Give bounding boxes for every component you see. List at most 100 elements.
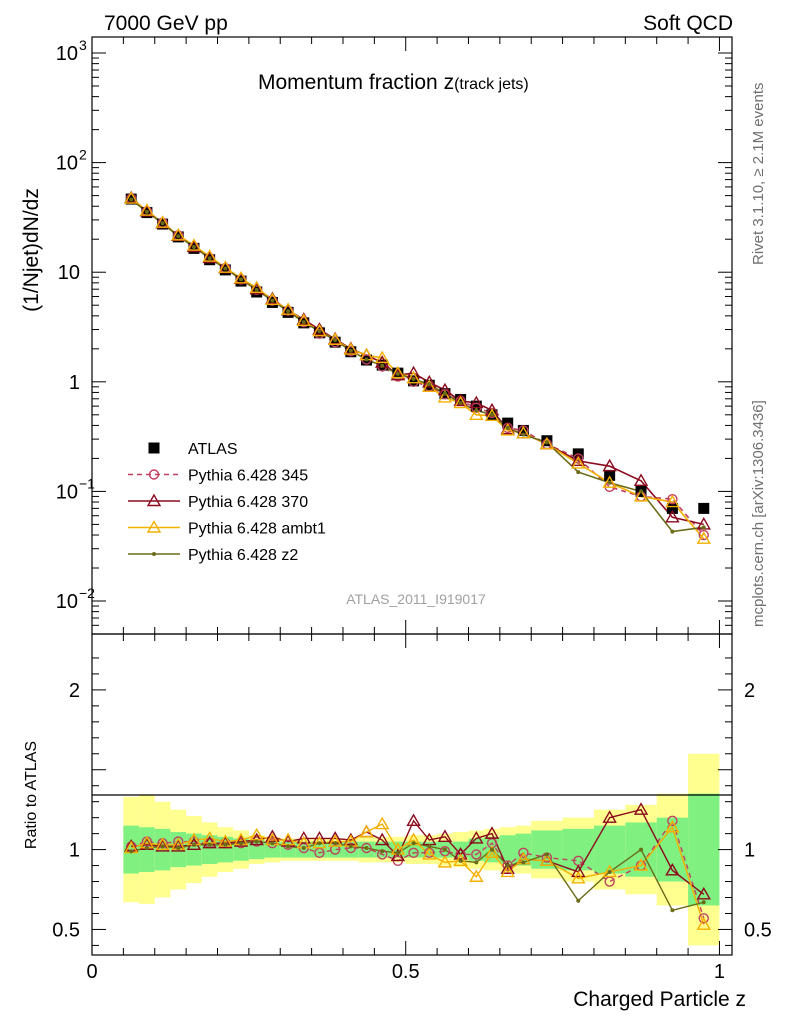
ratio-point-pythia-6-428-345 — [361, 842, 372, 854]
point-pythia-6-428-ambt1 — [124, 191, 139, 204]
ratio-point-pythia-6-428-ambt1 — [484, 845, 500, 858]
ratio-point-pythia-6-428-345 — [667, 815, 678, 827]
ratio-point-pythia-6-428-ambt1 — [453, 853, 468, 866]
ratio-point-pythia-6-428-370 — [500, 861, 515, 874]
ratio-point-pythia-6-428-370 — [406, 813, 421, 827]
main-y-tick-label: 10 — [58, 262, 80, 284]
ratio-x-axis-tick-labels: 0 0.5 1 — [86, 961, 725, 983]
ratio-point-pythia-6-428-z2 — [239, 841, 244, 846]
ratio-point-pythia-6-428-370 — [296, 831, 311, 844]
point-pythia-6-428-ambt1 — [390, 365, 406, 379]
point-atlas — [329, 336, 341, 348]
ratio-y-tick-label-right: 2 — [744, 680, 755, 702]
ratio-point-pythia-6-428-370 — [218, 835, 233, 849]
header-energy-label: 7000 GeV pp — [104, 12, 228, 35]
ratio-point-pythia-6-428-ambt1 — [312, 835, 327, 849]
stat-uncertainty-band — [531, 830, 563, 869]
header-process-label: Soft QCD — [643, 12, 733, 35]
main-title: Momentum fraction z(track jets) — [258, 71, 529, 94]
ratio-point-pythia-6-428-z2 — [607, 869, 612, 874]
ratio-point-pythia-6-428-ambt1 — [602, 864, 617, 878]
point-pythia-6-428-370 — [571, 453, 586, 467]
mcplots-label: mcplots.cern.ch [arXiv:1306.3436] — [750, 400, 767, 627]
series-line-pythia-6-428-ambt1 — [130, 197, 705, 540]
point-pythia-6-428-z2 — [442, 391, 447, 396]
point-pythia-6-428-ambt1 — [453, 395, 468, 409]
legend-label-pythia-6-428-z2: Pythia 6.428 z2 — [188, 547, 298, 564]
ratio-point-pythia-6-428-370 — [602, 810, 617, 823]
point-pythia-6-428-ambt1 — [633, 489, 649, 502]
ratio-point-pythia-6-428-ambt1 — [437, 854, 453, 868]
ratio-point-pythia-6-428-z2 — [254, 839, 259, 844]
point-pythia-6-428-z2 — [490, 412, 494, 417]
ratio-point-pythia-6-428-z2 — [317, 841, 322, 846]
point-pythia-6-428-ambt1 — [327, 332, 343, 345]
point-pythia-6-428-ambt1 — [374, 350, 390, 364]
ratio-point-pythia-6-428-370 — [484, 826, 500, 839]
point-pythia-6-428-z2 — [639, 489, 644, 494]
point-pythia-6-428-ambt1 — [202, 249, 217, 262]
ratio-y-axis-title: Ratio to ATLAS — [23, 741, 40, 849]
ratio-y-axis-ticks — [92, 657, 732, 946]
ratio-point-pythia-6-428-z2 — [442, 847, 447, 852]
ratio-point-pythia-6-428-z2 — [427, 844, 432, 849]
ratio-point-pythia-6-428-z2 — [474, 860, 479, 865]
point-pythia-6-428-z2 — [380, 363, 385, 368]
x-tick-label: 1 — [714, 961, 725, 983]
point-pythia-6-428-z2 — [701, 525, 706, 530]
ratio-point-pythia-6-428-345 — [345, 842, 357, 854]
ratio-series-markers — [124, 802, 711, 930]
ratio-y-axis-tick-labels: 0.5 0.5 1 1 2 2 — [52, 680, 772, 942]
point-pythia-6-428-z2 — [176, 234, 181, 239]
point-pythia-6-428-ambt1 — [539, 436, 555, 450]
point-pythia-6-428-z2 — [427, 382, 432, 387]
point-pythia-6-428-z2 — [223, 266, 228, 271]
point-pythia-6-428-ambt1 — [422, 379, 437, 393]
point-pythia-6-428-z2 — [191, 244, 196, 249]
ratio-y-tick-label: 0.5 — [52, 919, 80, 941]
point-pythia-6-428-ambt1 — [571, 456, 586, 469]
point-pythia-6-428-z2 — [144, 209, 149, 214]
ratio-frame — [91, 633, 733, 956]
legend-label-atlas: ATLAS — [188, 441, 238, 458]
ratio-point-pythia-6-428-345 — [408, 847, 419, 858]
point-pythia-6-428-z2 — [129, 197, 134, 202]
point-pythia-6-428-z2 — [670, 529, 675, 534]
ratio-point-pythia-6-428-370 — [469, 831, 484, 844]
point-pythia-6-428-z2 — [458, 401, 463, 406]
point-pythia-6-428-ambt1 — [516, 425, 531, 439]
point-pythia-6-428-ambt1 — [249, 280, 264, 294]
point-pythia-6-428-z2 — [411, 377, 416, 382]
point-pythia-6-428-345 — [698, 529, 709, 541]
stat-uncertainty-band — [515, 833, 532, 866]
analysis-id-label: ATLAS_2011_I919017 — [346, 591, 486, 607]
ratio-point-pythia-6-428-z2 — [490, 847, 494, 852]
ratio-point-pythia-6-428-370 — [155, 838, 170, 852]
ratio-point-pythia-6-428-z2 — [576, 898, 581, 903]
ratio-point-pythia-6-428-z2 — [544, 852, 549, 857]
point-pythia-6-428-370 — [312, 322, 327, 335]
ratio-point-pythia-6-428-ambt1 — [359, 824, 374, 838]
rivet-version-label: Rivet 3.1.10, ≥ 2.1M events — [750, 83, 767, 266]
point-pythia-6-428-ambt1 — [484, 408, 500, 421]
point-pythia-6-428-z2 — [270, 298, 275, 303]
ratio-point-pythia-6-428-370 — [437, 829, 453, 843]
point-pythia-6-428-z2 — [364, 357, 369, 362]
ratio-point-pythia-6-428-z2 — [380, 849, 385, 854]
ratio-point-pythia-6-428-z2 — [395, 850, 400, 855]
point-pythia-6-428-370 — [422, 374, 437, 388]
point-pythia-6-428-370 — [665, 509, 680, 523]
point-pythia-6-428-z2 — [395, 371, 400, 376]
point-pythia-6-428-ambt1 — [469, 407, 484, 421]
ratio-point-pythia-6-428-ambt1 — [155, 837, 170, 851]
legend-marker-atlas — [148, 442, 160, 454]
ratio-point-pythia-6-428-ambt1 — [374, 816, 390, 830]
ratio-point-pythia-6-428-370 — [171, 838, 186, 852]
point-pythia-6-428-z2 — [239, 277, 244, 282]
legend: ATLAS Pythia 6.428 345 Pythia 6.428 370 Pyt… — [128, 441, 326, 564]
ratio-point-pythia-6-428-z2 — [270, 841, 275, 846]
point-pythia-6-428-ambt1 — [171, 227, 186, 241]
ratio-y-tick-label-right: 0.5 — [744, 919, 772, 941]
